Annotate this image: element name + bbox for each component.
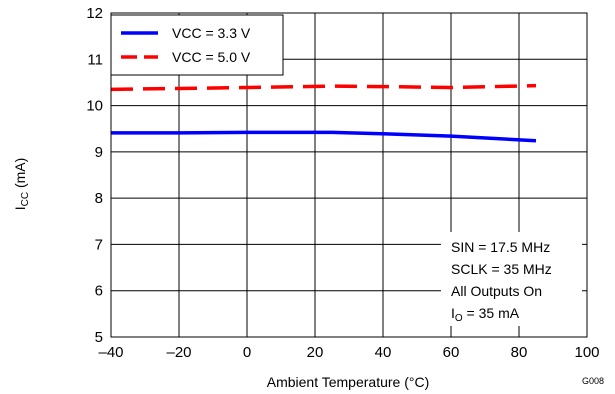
y-tick-label: 12 [86, 5, 103, 22]
x-tick-label: 0 [243, 344, 251, 361]
x-tick-label: 100 [574, 344, 599, 361]
x-axis-title: Ambient Temperature (°C) [267, 374, 430, 390]
annotation-io: IO = 35 mA [451, 305, 520, 324]
y-tick-label: 6 [95, 283, 103, 300]
figure-id: G008 [582, 376, 604, 386]
y-axis-title: ICC (mA) [12, 158, 31, 211]
annotation-outputs: All Outputs On [451, 283, 542, 299]
x-tick-label: 80 [511, 344, 528, 361]
y-tick-label: 10 [86, 98, 103, 115]
y-tick-label: 8 [95, 190, 103, 207]
legend-label-vcc-5v0: VCC = 5.0 V [172, 49, 251, 65]
series-line-vcc-3v3 [111, 130, 537, 143]
y-tick-label: 9 [95, 144, 103, 161]
x-tick-label: 40 [375, 344, 392, 361]
grid [110, 12, 588, 338]
series-lines [110, 83, 537, 143]
y-axis-ticks: 5 6 7 8 9 10 11 12 [86, 5, 103, 346]
x-axis-ticks: –40 –20 0 20 40 60 80 100 [98, 344, 599, 361]
y-tick-label: 5 [95, 329, 103, 346]
test-conditions-annotation: SIN = 17.5 MHz SCLK = 35 MHz All Outputs… [441, 232, 582, 326]
annotation-sclk: SCLK = 35 MHz [451, 261, 552, 277]
legend-box [110, 14, 284, 76]
x-tick-label: 20 [307, 344, 324, 361]
plot-frame [110, 12, 588, 338]
legend: VCC = 3.3 V VCC = 5.0 V [110, 14, 284, 76]
series-line-vcc-5v0 [110, 83, 537, 92]
annotation-sin: SIN = 17.5 MHz [451, 239, 550, 255]
legend-label-vcc-3v3: VCC = 3.3 V [172, 25, 251, 41]
annotation-background [441, 232, 582, 326]
y-tick-label: 11 [87, 51, 103, 68]
x-tick-label: –20 [166, 344, 191, 361]
y-tick-label: 7 [95, 236, 103, 253]
x-tick-label: 60 [443, 344, 460, 361]
x-tick-label: –40 [98, 344, 123, 361]
